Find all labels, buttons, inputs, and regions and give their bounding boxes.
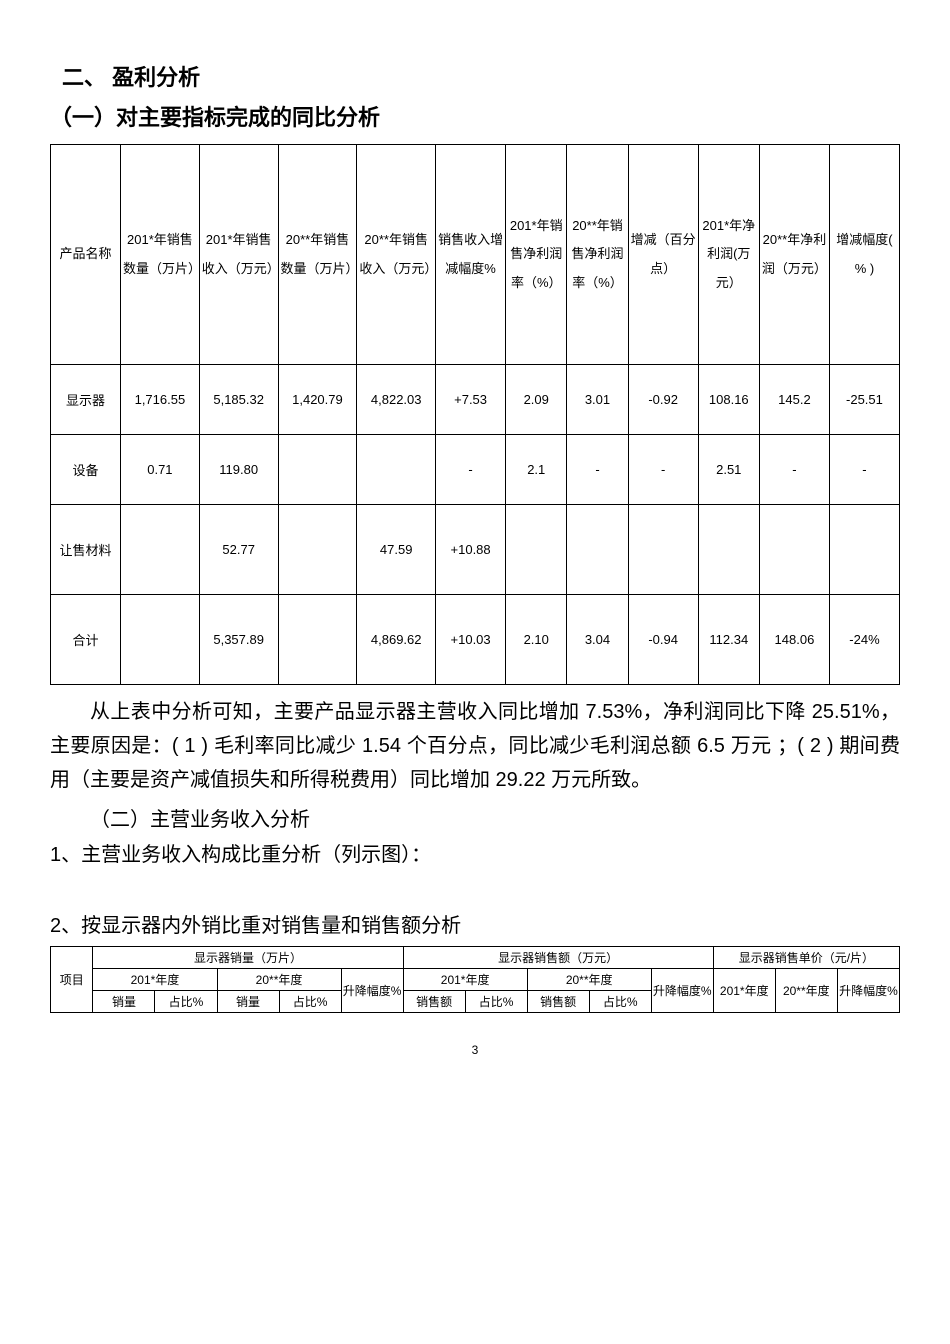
t2-c1: 占比% (155, 991, 217, 1013)
t2-vol-change: 升降幅度% (341, 969, 403, 1013)
t2-amt-change: 升降幅度% (651, 969, 713, 1013)
t2-c7: 销售额 (527, 991, 589, 1013)
t2-c8: 占比% (589, 991, 651, 1013)
heading-revenue-analysis: （二）主营业务收入分析 (50, 803, 900, 832)
table-cell: 2.09 (506, 365, 567, 435)
table-main-indicators: 产品名称 201*年销售数量（万片） 201*年销售收入（万元） 20**年销售… (50, 144, 900, 685)
table-cell: 3.01 (567, 365, 628, 435)
t2-item-header: 项目 (51, 947, 93, 1013)
table-cell: 5,357.89 (199, 595, 278, 685)
t2-c5: 销售额 (403, 991, 465, 1013)
t2-c3: 占比% (279, 991, 341, 1013)
table-cell (506, 505, 567, 595)
table-cell (628, 505, 698, 595)
table-cell: 让售材料 (51, 505, 121, 595)
th-profit-201: 201*年净利润(万元） (698, 145, 759, 365)
table-cell (278, 595, 357, 685)
table-cell (121, 595, 200, 685)
th-product: 产品名称 (51, 145, 121, 365)
table-cell: 4,822.03 (357, 365, 436, 435)
th-margin-201: 201*年销售净利润率（%） (506, 145, 567, 365)
th-rev-201: 201*年销售收入（万元） (199, 145, 278, 365)
heading-composition: 1、主营业务收入构成比重分析（列示图）： (50, 838, 900, 867)
th-margin-change: 增减（百分点） (628, 145, 698, 365)
table-cell: 119.80 (199, 435, 278, 505)
t2-c2: 销量 (217, 991, 279, 1013)
table-cell (567, 505, 628, 595)
th-rev-20x: 20**年销售收入（万元） (357, 145, 436, 365)
t2-amt-group: 显示器销售额（万元） (403, 947, 713, 969)
t2-c6: 占比% (465, 991, 527, 1013)
table-cell: 148.06 (759, 595, 829, 685)
table-cell: 0.71 (121, 435, 200, 505)
table-cell: -24% (829, 595, 899, 685)
table-cell: 108.16 (698, 365, 759, 435)
table-cell: 2.1 (506, 435, 567, 505)
t2-amt-y1: 201*年度 (403, 969, 527, 991)
table-cell (357, 435, 436, 505)
t2-price-y2: 20**年度 (775, 969, 837, 1013)
th-margin-20x: 20**年销售净利润率（%） (567, 145, 628, 365)
table-cell: +7.53 (436, 365, 506, 435)
table-cell: - (759, 435, 829, 505)
table-cell: -0.94 (628, 595, 698, 685)
table-row: 让售材料 52.77 47.59+10.88 (51, 505, 900, 595)
table-cell: 3.04 (567, 595, 628, 685)
t2-price-change: 升降幅度% (837, 969, 899, 1013)
table-cell (698, 505, 759, 595)
th-qty-20x: 20**年销售数量（万片） (278, 145, 357, 365)
table-cell: -25.51 (829, 365, 899, 435)
analysis-paragraph: 从上表中分析可知，主要产品显示器主营收入同比增加 7.53%，净利润同比下降 2… (50, 695, 900, 797)
t2-vol-y2: 20**年度 (217, 969, 341, 991)
table-cell: 52.77 (199, 505, 278, 595)
th-qty-201: 201*年销售数量（万片） (121, 145, 200, 365)
table-cell: 合计 (51, 595, 121, 685)
table-cell (829, 505, 899, 595)
table-cell: -0.92 (628, 365, 698, 435)
t2-amt-y2: 20**年度 (527, 969, 651, 991)
heading-profit-analysis: 二、 盈利分析 (50, 60, 900, 92)
th-profit-20x: 20**年净利润（万元） (759, 145, 829, 365)
table-cell (278, 435, 357, 505)
table-cell: 2.10 (506, 595, 567, 685)
table-cell: - (628, 435, 698, 505)
table-cell: 1,716.55 (121, 365, 200, 435)
table-cell: 1,420.79 (278, 365, 357, 435)
table-cell (759, 505, 829, 595)
table-cell: - (436, 435, 506, 505)
table-cell: 4,869.62 (357, 595, 436, 685)
table-row: 显示器1,716.555,185.321,420.794,822.03+7.53… (51, 365, 900, 435)
t2-vol-y1: 201*年度 (93, 969, 217, 991)
t2-price-y1: 201*年度 (713, 969, 775, 1013)
table-row: 设备0.71119.80-2.1--2.51-- (51, 435, 900, 505)
heading-yoy-analysis: （一）对主要指标完成的同比分析 (50, 100, 900, 132)
table-sales-breakdown: 项目 显示器销量（万片） 显示器销售额（万元） 显示器销售单价（元/片） 201… (50, 946, 900, 1013)
table-cell: 145.2 (759, 365, 829, 435)
table-cell (121, 505, 200, 595)
t2-vol-group: 显示器销量（万片） (93, 947, 403, 969)
th-profit-change: 增减幅度( % ) (829, 145, 899, 365)
table-cell: 设备 (51, 435, 121, 505)
th-rev-change: 销售收入增减幅度% (436, 145, 506, 365)
heading-export-analysis: 2、按显示器内外销比重对销售量和销售额分析 (50, 909, 900, 938)
table-cell: +10.88 (436, 505, 506, 595)
table-row: 合计 5,357.89 4,869.62+10.032.103.04-0.94112… (51, 595, 900, 685)
table-cell: 显示器 (51, 365, 121, 435)
page-number: 3 (50, 1043, 900, 1057)
table-cell: - (829, 435, 899, 505)
table-cell: +10.03 (436, 595, 506, 685)
table-cell: 47.59 (357, 505, 436, 595)
t2-row-group: 项目 显示器销量（万片） 显示器销售额（万元） 显示器销售单价（元/片） (51, 947, 900, 969)
t2-row-year: 201*年度 20**年度 升降幅度% 201*年度 20**年度 升降幅度% … (51, 969, 900, 991)
t2-price-group: 显示器销售单价（元/片） (713, 947, 899, 969)
table-header-row: 产品名称 201*年销售数量（万片） 201*年销售收入（万元） 20**年销售… (51, 145, 900, 365)
table-cell: 2.51 (698, 435, 759, 505)
table-cell: - (567, 435, 628, 505)
t2-c0: 销量 (93, 991, 155, 1013)
table-cell: 112.34 (698, 595, 759, 685)
table-cell (278, 505, 357, 595)
table-cell: 5,185.32 (199, 365, 278, 435)
